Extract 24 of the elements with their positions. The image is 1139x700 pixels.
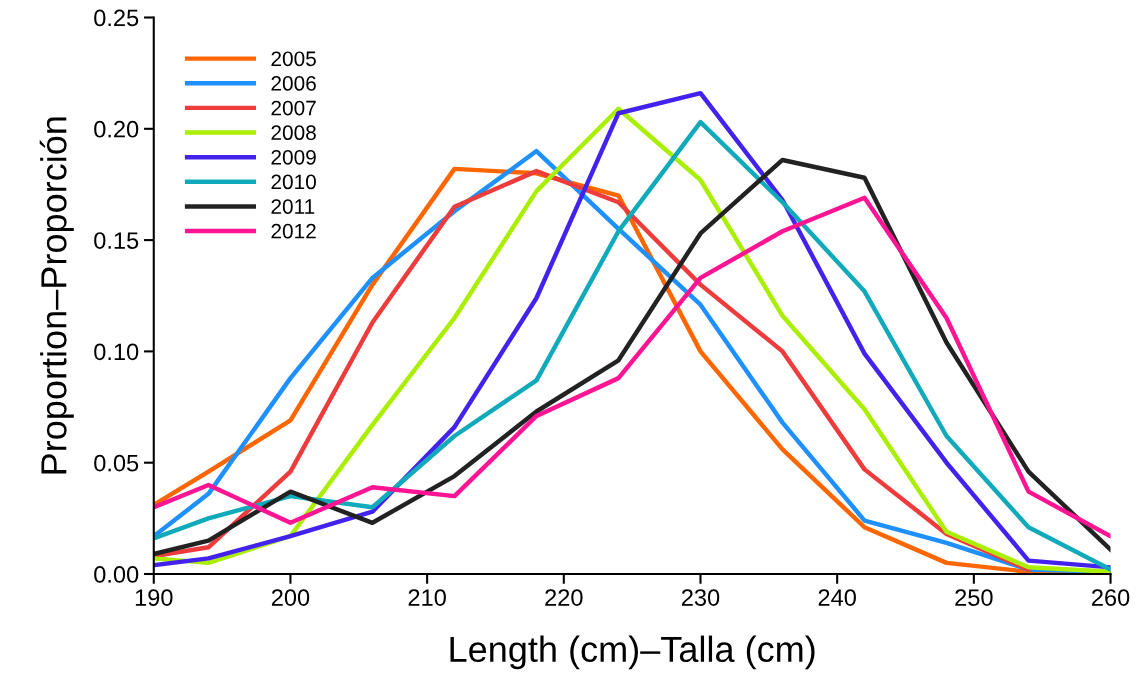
x-tick-label: 200: [271, 589, 310, 606]
x-tick-label: 260: [1092, 589, 1130, 606]
y-tick-label: 0.05: [94, 454, 139, 472]
y-tick-label: 0.15: [94, 232, 139, 249]
y-tick-label: 0.20: [94, 120, 139, 138]
y-tick-label: 0.10: [94, 343, 139, 361]
legend-label: 2012: [271, 223, 316, 239]
y-tick-label: 0.00: [94, 566, 139, 583]
y-axis-title: Proportion–Proporción: [39, 117, 74, 474]
x-tick-label: 220: [545, 589, 583, 606]
x-tick-label: 250: [955, 589, 993, 606]
x-tick-label: 210: [408, 589, 446, 606]
legend-label: 2006: [271, 76, 316, 91]
x-tick-label: 230: [681, 589, 720, 606]
legend-label: 2009: [271, 149, 316, 165]
legend-label: 2007: [271, 100, 316, 116]
legend-label: 2011: [271, 199, 315, 214]
legend-label: 2010: [271, 174, 316, 190]
x-axis-title: Length (cm)–Talla (cm): [450, 635, 815, 670]
legend-label: 2005: [271, 51, 316, 67]
y-tick-label: 0.25: [94, 9, 139, 27]
x-tick-label: 240: [818, 589, 856, 606]
x-tick-label: 190: [135, 589, 173, 606]
legend-label: 2008: [271, 125, 316, 141]
